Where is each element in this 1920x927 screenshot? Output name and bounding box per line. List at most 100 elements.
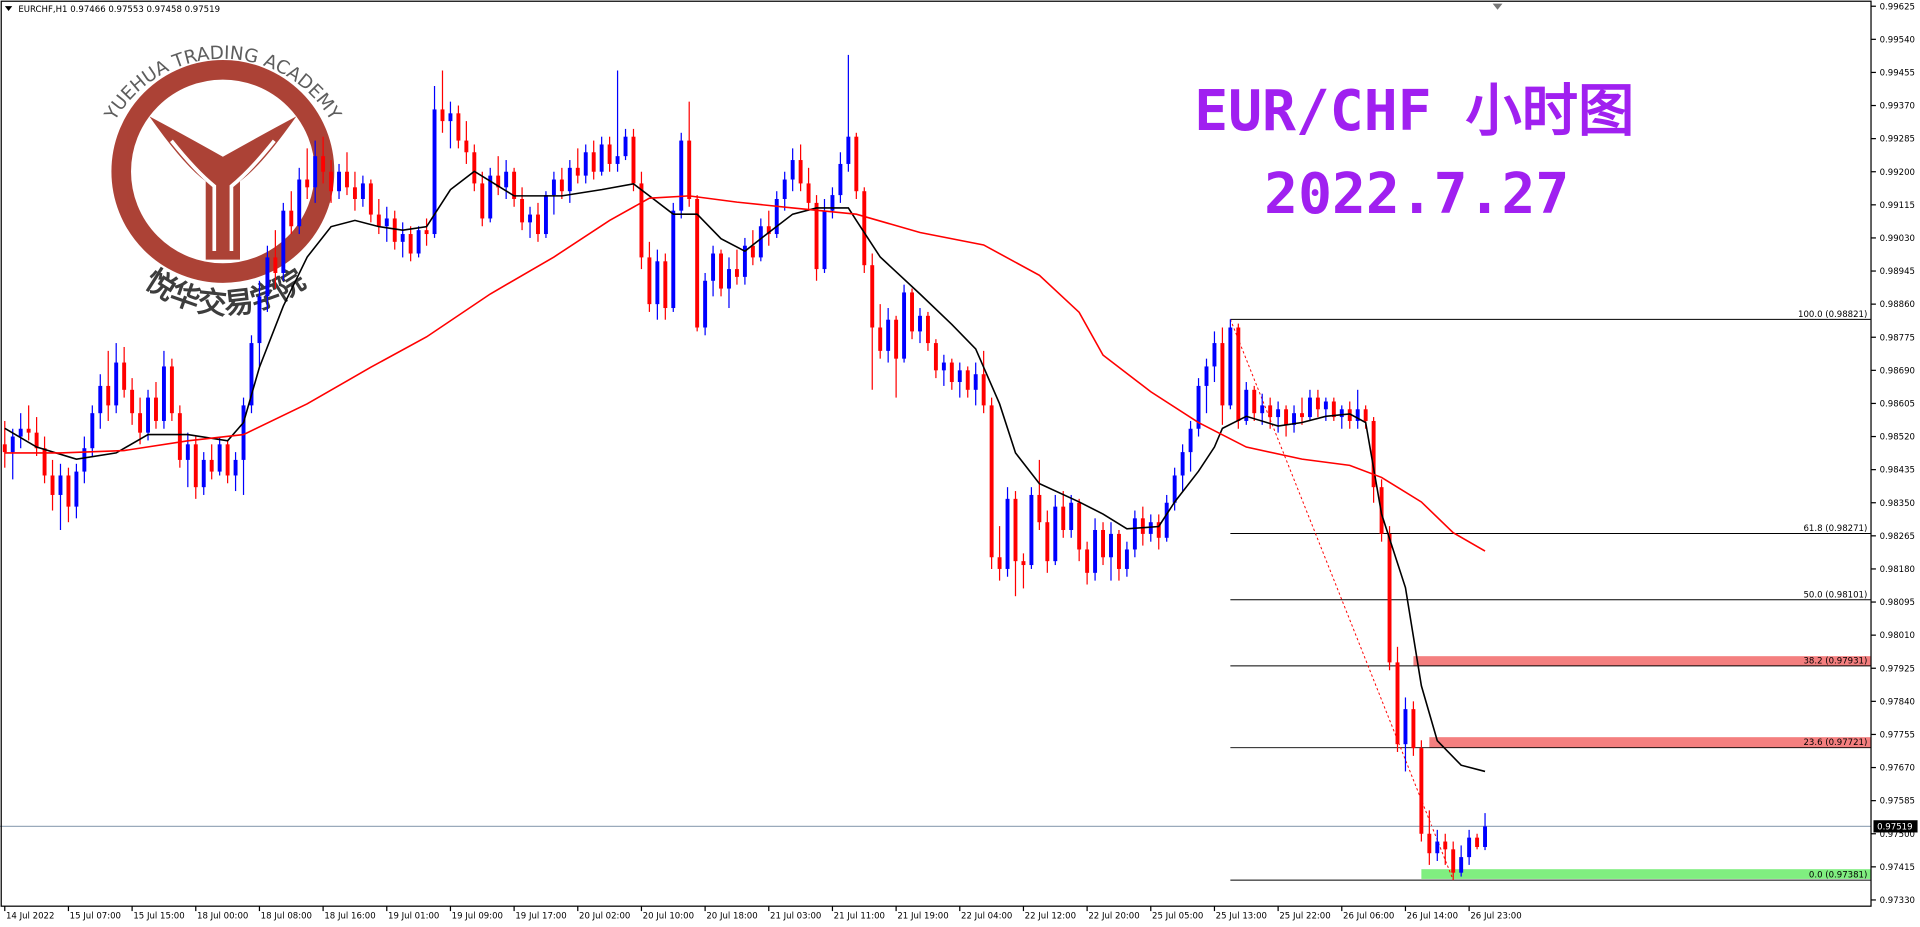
shift-marker <box>1492 3 1503 10</box>
x-tick-label: 22 Jul 04:00 <box>961 911 1012 921</box>
candle-body <box>177 413 182 460</box>
y-tick-label: 0.97755 <box>1880 731 1915 741</box>
candle-body <box>989 405 994 558</box>
candle-body <box>488 175 493 219</box>
candle-body <box>1459 857 1464 873</box>
candle-body <box>122 362 127 390</box>
candle-body <box>313 156 318 188</box>
candle-body <box>623 136 628 157</box>
x-tick-label: 18 Jul 16:00 <box>324 911 375 921</box>
candle-body <box>957 370 962 383</box>
candle-body <box>910 292 914 332</box>
candle-body <box>352 187 357 199</box>
logo-mark-line <box>169 139 276 252</box>
candle-body <box>130 389 135 414</box>
x-tick-label: 15 Jul 15:00 <box>133 911 184 921</box>
candle-body <box>1093 530 1098 573</box>
y-tick-label: 0.98520 <box>1880 433 1915 443</box>
x-tick-label: 18 Jul 00:00 <box>197 911 248 921</box>
y-tick-label: 0.97670 <box>1880 764 1915 774</box>
candle-body <box>647 257 652 305</box>
candle-body <box>862 191 867 266</box>
candle-body <box>1244 389 1249 421</box>
candle-body <box>1156 522 1161 538</box>
moving-average <box>4 195 1486 552</box>
candle-body <box>249 343 254 406</box>
x-tick-label: 18 Jul 08:00 <box>261 911 312 921</box>
candle-body <box>201 459 206 488</box>
y-tick-label: 0.98605 <box>1880 400 1915 410</box>
candle-body <box>902 292 907 359</box>
x-tick-label: 14 Jul 2022 <box>6 911 54 921</box>
candle-body <box>384 218 389 227</box>
candle-body <box>432 109 437 235</box>
candle-body <box>575 167 580 176</box>
candle-body <box>894 319 899 359</box>
candle-body <box>1140 518 1145 534</box>
candle-body <box>1228 327 1233 406</box>
candle-body <box>82 448 87 472</box>
candle-body <box>774 198 779 235</box>
candle-body <box>639 183 644 258</box>
y-tick-label: 0.98095 <box>1880 598 1915 608</box>
candle-body <box>146 397 150 433</box>
candle-body <box>1411 709 1416 749</box>
candle-body <box>241 405 246 460</box>
y-tick-label: 0.99115 <box>1880 201 1915 211</box>
candle-body <box>1339 409 1344 418</box>
fib-label: 23.6 (0.97721) <box>1803 738 1867 748</box>
y-tick-label: 0.98945 <box>1880 267 1915 277</box>
candle-body <box>440 109 445 122</box>
candle-body <box>1013 498 1018 562</box>
candle-body <box>599 144 604 172</box>
candle-body <box>66 475 71 507</box>
menu-arrow <box>4 6 13 12</box>
candle-body <box>870 265 875 328</box>
candle-body <box>10 436 15 453</box>
last-price-label: 0.97519 <box>1877 822 1912 832</box>
x-tick-label: 26 Jul 06:00 <box>1343 911 1394 921</box>
candle-body <box>1276 409 1281 418</box>
candle-body <box>1124 549 1129 569</box>
fib-label: 50.0 (0.98101) <box>1803 590 1867 600</box>
candle-body <box>878 327 883 351</box>
fib-zone <box>1413 656 1872 666</box>
candle-body <box>1109 533 1113 558</box>
candle-body <box>512 171 517 199</box>
candle-body <box>1331 401 1336 418</box>
candle-body <box>790 160 795 180</box>
candle-body <box>448 113 453 122</box>
candle-body <box>1395 662 1400 745</box>
candle-body <box>305 179 310 188</box>
candle-body <box>997 557 1002 569</box>
fib-label: 0.0 (0.97381) <box>1809 871 1867 881</box>
candle-body <box>257 296 262 344</box>
candle-body <box>1212 343 1217 367</box>
candle-body <box>504 171 509 188</box>
candle-body <box>798 160 803 184</box>
candle-body <box>1188 428 1193 453</box>
y-tick-label: 0.99285 <box>1880 135 1915 145</box>
fib-zone <box>1421 869 1872 879</box>
candle-body <box>1363 409 1368 421</box>
candle-body <box>185 444 190 460</box>
candle-body <box>1443 841 1448 850</box>
candle-body <box>1403 709 1408 745</box>
candle-body <box>400 234 405 242</box>
candle-body <box>496 175 501 188</box>
y-tick-label: 0.99455 <box>1880 68 1915 78</box>
candle-body <box>368 183 373 215</box>
candle-body <box>1419 748 1424 834</box>
candle-body <box>225 444 230 476</box>
candle-body <box>981 374 986 406</box>
x-tick-label: 21 Jul 03:00 <box>770 911 821 921</box>
candle-body <box>1347 409 1352 421</box>
candle-body <box>337 171 341 192</box>
y-tick-label: 0.98435 <box>1880 466 1915 476</box>
candle-body <box>18 428 23 437</box>
y-tick-label: 0.97585 <box>1880 797 1915 807</box>
fib-zone <box>1429 737 1872 748</box>
logo-mark <box>149 116 297 260</box>
